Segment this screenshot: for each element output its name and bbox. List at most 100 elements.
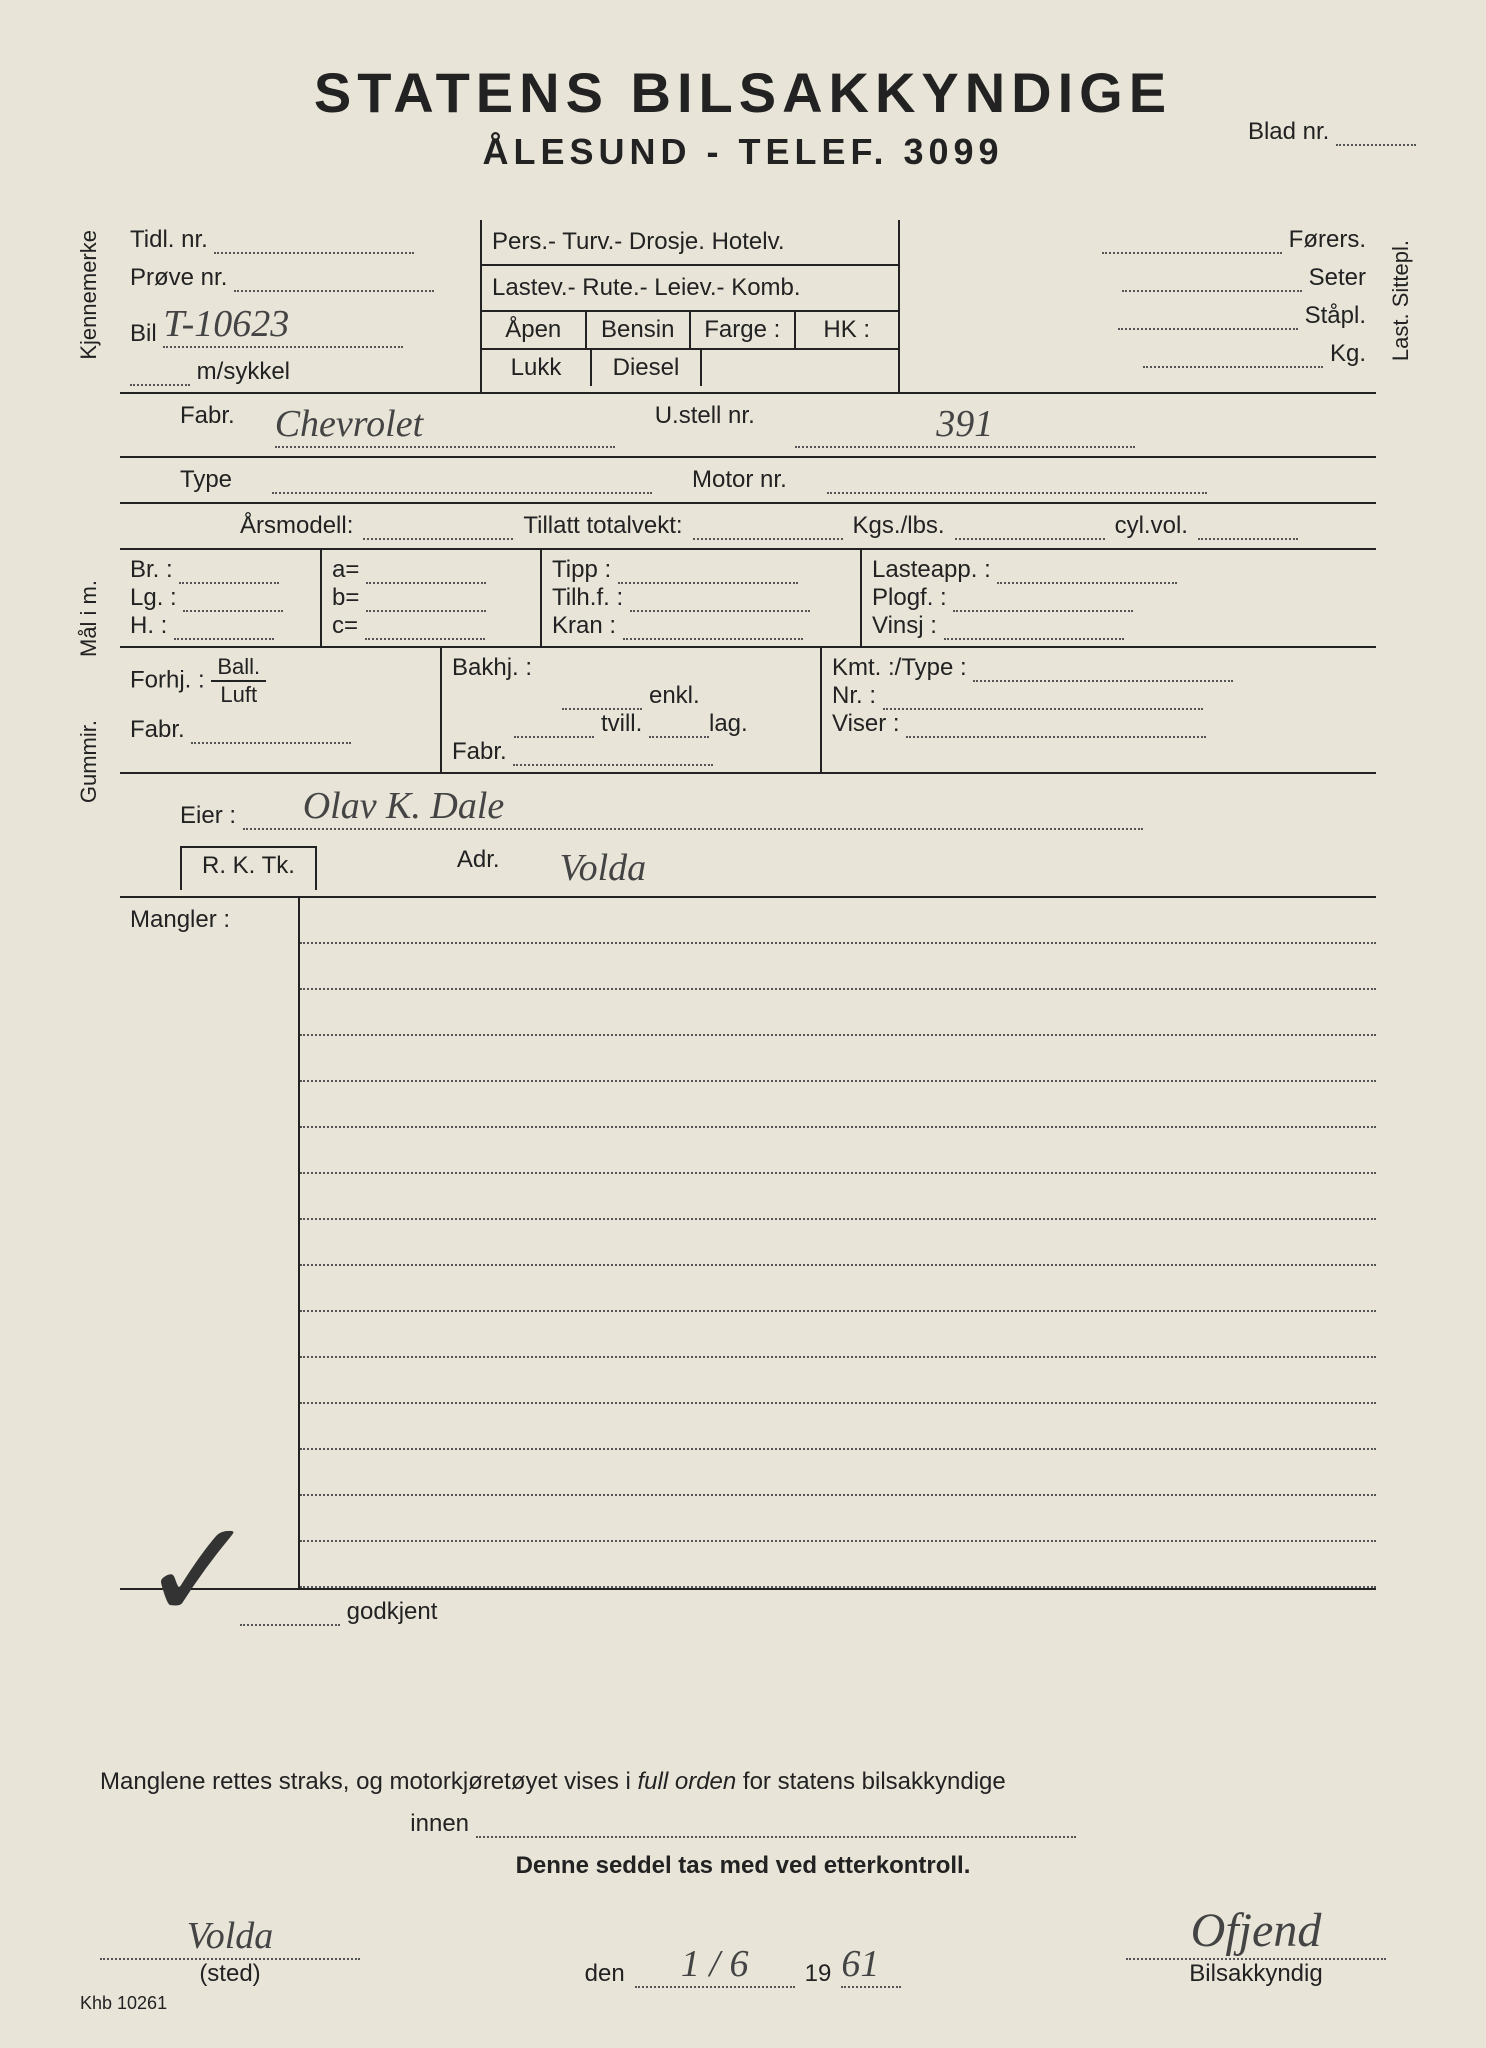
col-right: Førers. Seter Ståpl. Kg. xyxy=(900,220,1376,392)
signature-value: Ofjend xyxy=(1126,1910,1386,1960)
luft-label: Luft xyxy=(211,682,266,708)
fabr-label: Fabr. xyxy=(180,402,235,448)
fabr1-label: Fabr. xyxy=(130,716,185,743)
fabr2-field xyxy=(513,764,713,766)
msykkel-label: m/sykkel xyxy=(197,358,290,385)
blad-nr-text: Blad nr. xyxy=(1248,118,1329,145)
adr-value: Volda xyxy=(560,846,647,890)
blank-line xyxy=(300,944,1376,990)
forhj-label: Forhj. : xyxy=(130,666,205,693)
mangler-right xyxy=(300,898,1376,1588)
b-label: b= xyxy=(332,584,359,611)
kran-label: Kran : xyxy=(552,612,616,639)
arsmodell-field xyxy=(363,512,513,540)
instr1-c: for statens bilsakkyndige xyxy=(736,1768,1005,1795)
date-value: 1 / 6 xyxy=(635,1942,795,1988)
khb-code: Khb 10261 xyxy=(80,1993,167,2014)
header: STATENS BILSAKKYNDIGE ÅLESUND - TELEF. 3… xyxy=(70,60,1416,173)
lukk-cell: Lukk xyxy=(482,350,592,386)
adr-label: Adr. xyxy=(457,846,500,890)
rktk-label: R. K. Tk. xyxy=(180,846,317,890)
col-mid: Pers.- Turv.- Drosje. Hotelv. Lastev.- R… xyxy=(480,220,900,392)
type-field xyxy=(272,466,652,494)
blank-line xyxy=(300,1128,1376,1174)
stapl-field xyxy=(1118,328,1298,330)
enkl-label: enkl. xyxy=(649,682,700,709)
signature-row: Volda (sted) den 1 / 6 1961 Ofjend Bilsa… xyxy=(100,1910,1386,1988)
bakhj-label: Bakhj. : xyxy=(452,654,532,681)
tillatt-label: Tillatt totalvekt: xyxy=(523,512,682,540)
mid-row2: Lastev.- Rute.- Leiev.- Komb. xyxy=(482,266,898,312)
nr-label: Nr. : xyxy=(832,682,876,709)
year-value: 61 xyxy=(841,1942,901,1988)
gummir-col1: Forhj. : Ball. Luft Fabr. xyxy=(120,648,440,772)
plogf-label: Plogf. : xyxy=(872,584,947,611)
stapl-label: Ståpl. xyxy=(1305,302,1366,329)
label-last-sittepl: Last. Sittepl. xyxy=(1388,240,1414,361)
instr1-a: Manglene rettes straks, og motorkjøretøy… xyxy=(100,1768,638,1795)
seter-field xyxy=(1122,290,1302,292)
blank-line xyxy=(300,1358,1376,1404)
instr1: Manglene rettes straks, og motorkjøretøy… xyxy=(100,1768,1386,1796)
col-left: Tidl. nr. Prøve nr. Bil T-10623 m/sykkel xyxy=(120,220,480,392)
date-cell: den 1 / 6 1961 xyxy=(585,1942,902,1988)
gummir-col3: Kmt. :/Type : Nr. : Viser : xyxy=(820,648,1376,772)
kgslbs-label: Kgs./lbs. xyxy=(853,512,945,540)
kran-field xyxy=(623,638,803,640)
maal-col4: Lasteapp. : Plogf. : Vinsj : xyxy=(860,550,1376,646)
title-main: STATENS BILSAKKYNDIGE xyxy=(70,60,1416,125)
arsmodell-label: Årsmodell: xyxy=(240,512,353,540)
blank-line xyxy=(300,1082,1376,1128)
fabr1-field xyxy=(191,742,351,744)
c-label: c= xyxy=(332,612,358,639)
tidl-nr-label: Tidl. nr. xyxy=(130,226,208,253)
cylvol-label: cyl.vol. xyxy=(1115,512,1188,540)
form-area: Tidl. nr. Prøve nr. Bil T-10623 m/sykkel… xyxy=(120,220,1376,1634)
motor-label: Motor nr. xyxy=(692,466,787,494)
tvill-label: tvill. xyxy=(601,710,642,737)
blank-cell xyxy=(702,350,898,386)
ball-label: Ball. xyxy=(211,654,266,682)
ars-row: Årsmodell: Tillatt totalvekt: Kgs./lbs. … xyxy=(120,504,1376,550)
type-label: Type xyxy=(180,466,232,494)
blank-line xyxy=(300,898,1376,944)
bilsakkyndig-label: Bilsakkyndig xyxy=(1126,1960,1386,1988)
lag-label: lag. xyxy=(709,710,748,737)
ustell-label: U.stell nr. xyxy=(655,402,755,448)
fabr-value: Chevrolet xyxy=(275,402,615,448)
instr2: Denne seddel tas med ved etterkontroll. xyxy=(100,1852,1386,1880)
signature-cell: Ofjend Bilsakkyndig xyxy=(1126,1910,1386,1988)
mid-row1: Pers.- Turv.- Drosje. Hotelv. xyxy=(482,220,898,266)
blank-line xyxy=(300,990,1376,1036)
sted-value: Volda xyxy=(100,1910,360,1960)
blank-line xyxy=(300,1036,1376,1082)
section-kjennemerke: Tidl. nr. Prøve nr. Bil T-10623 m/sykkel… xyxy=(120,220,1376,394)
prove-nr-field xyxy=(234,290,434,292)
ustell-value: 391 xyxy=(795,402,1135,448)
eier-row: Eier : Olav K. Dale xyxy=(120,774,1376,840)
maal-col3: Tipp : Tilh.f. : Kran : xyxy=(540,550,860,646)
mangler-label: Mangler : xyxy=(130,906,230,933)
tillatt-field xyxy=(693,512,843,540)
footer: Manglene rettes straks, og motorkjøretøy… xyxy=(100,1754,1386,1988)
title-sub: ÅLESUND - TELEF. 3099 xyxy=(70,131,1416,173)
blank-line xyxy=(300,1404,1376,1450)
bensin-cell: Bensin xyxy=(587,312,692,350)
eier-value: Olav K. Dale xyxy=(243,784,1143,830)
innen-label: innen xyxy=(410,1810,469,1837)
msykkel-field xyxy=(130,384,190,386)
type-row: Type Motor nr. xyxy=(120,458,1376,504)
seter-label: Seter xyxy=(1309,264,1366,291)
blank-line xyxy=(300,1542,1376,1588)
a-label: a= xyxy=(332,556,359,583)
vinsj-label: Vinsj : xyxy=(872,612,937,639)
forers-label: Førers. xyxy=(1289,226,1366,253)
blad-nr-label: Blad nr. xyxy=(1248,118,1416,146)
eier-label: Eier : xyxy=(180,802,236,829)
label-maal: Mål i m. xyxy=(76,580,102,657)
kgslbs-field xyxy=(955,512,1105,540)
c-field xyxy=(365,638,485,640)
motor-field xyxy=(827,466,1207,494)
hk-cell: HK : xyxy=(796,312,899,350)
tipp-label: Tipp : xyxy=(552,556,611,583)
